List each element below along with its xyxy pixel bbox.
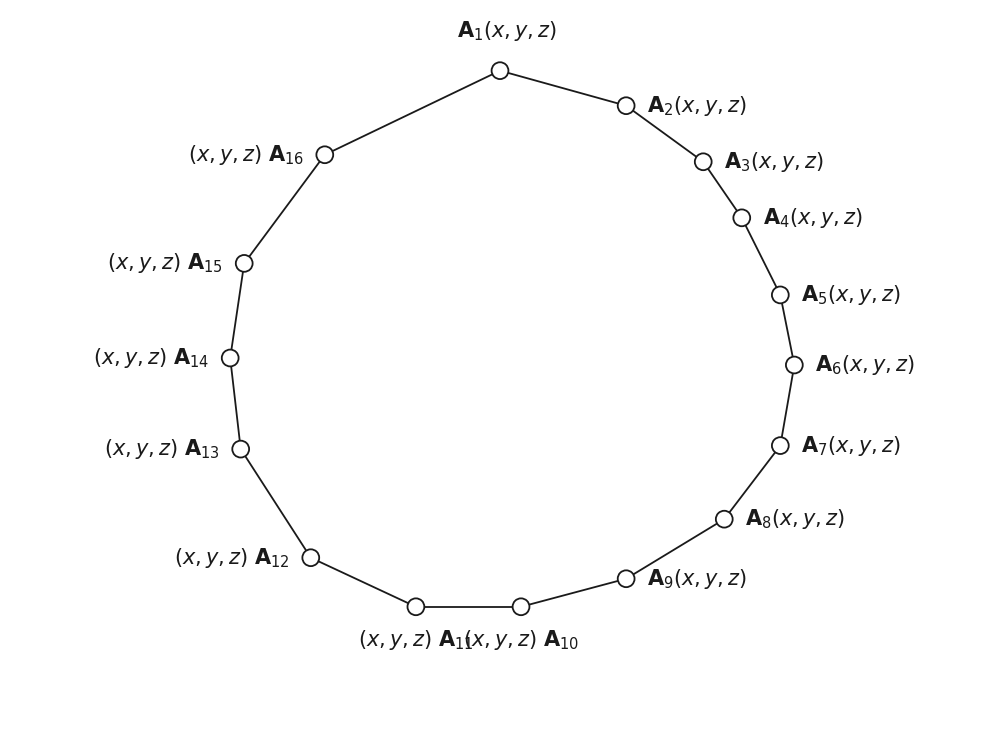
Text: $\mathbf{A}_{9}(\mathit{x,y,z})$: $\mathbf{A}_{9}(\mathit{x,y,z})$ — [647, 566, 747, 591]
Circle shape — [772, 437, 789, 454]
Text: $(\mathit{x,y,z})\ \mathbf{A}_{{15}}$: $(\mathit{x,y,z})\ \mathbf{A}_{{15}}$ — [107, 251, 223, 275]
Circle shape — [407, 599, 424, 615]
Text: $\mathbf{A}_{8}(\mathit{x,y,z})$: $\mathbf{A}_{8}(\mathit{x,y,z})$ — [745, 507, 845, 531]
Text: $\mathbf{A}_{4}(\mathit{x,y,z})$: $\mathbf{A}_{4}(\mathit{x,y,z})$ — [763, 206, 863, 230]
Circle shape — [513, 599, 529, 615]
Circle shape — [716, 511, 733, 528]
Circle shape — [236, 255, 253, 272]
Text: $(\mathit{x,y,z})\ \mathbf{A}_{{12}}$: $(\mathit{x,y,z})\ \mathbf{A}_{{12}}$ — [174, 546, 290, 569]
Circle shape — [618, 97, 635, 114]
Circle shape — [786, 356, 803, 374]
Text: $(\mathit{x,y,z})\ \mathbf{A}_{{10}}$: $(\mathit{x,y,z})\ \mathbf{A}_{{10}}$ — [463, 628, 579, 652]
Circle shape — [316, 146, 333, 164]
Text: $\mathbf{A}_{5}(\mathit{x,y,z})$: $\mathbf{A}_{5}(\mathit{x,y,z})$ — [801, 283, 901, 307]
Text: $\mathbf{A}_{3}(\mathit{x,y,z})$: $\mathbf{A}_{3}(\mathit{x,y,z})$ — [724, 150, 824, 174]
Text: $\mathbf{A}_{2}(\mathit{x,y,z})$: $\mathbf{A}_{2}(\mathit{x,y,z})$ — [647, 93, 747, 118]
Text: $\mathbf{A}_{1}(\mathit{x,y,z})$: $\mathbf{A}_{1}(\mathit{x,y,z})$ — [457, 19, 557, 42]
Text: $\mathbf{A}_{6}(\mathit{x,y,z})$: $\mathbf{A}_{6}(\mathit{x,y,z})$ — [815, 353, 915, 377]
Circle shape — [695, 153, 712, 170]
Circle shape — [302, 549, 319, 566]
Text: $(\mathit{x,y,z})\ \mathbf{A}_{{13}}$: $(\mathit{x,y,z})\ \mathbf{A}_{{13}}$ — [104, 437, 220, 461]
Circle shape — [222, 350, 239, 366]
Circle shape — [492, 62, 508, 79]
Text: $(\mathit{x,y,z})\ \mathbf{A}_{{14}}$: $(\mathit{x,y,z})\ \mathbf{A}_{{14}}$ — [93, 346, 209, 370]
Text: $(\mathit{x,y,z})\ \mathbf{A}_{{11}}$: $(\mathit{x,y,z})\ \mathbf{A}_{{11}}$ — [358, 628, 474, 652]
Text: $(\mathit{x,y,z})\ \mathbf{A}_{{16}}$: $(\mathit{x,y,z})\ \mathbf{A}_{{16}}$ — [188, 143, 304, 166]
Circle shape — [772, 286, 789, 304]
Circle shape — [733, 210, 750, 226]
Circle shape — [232, 441, 249, 458]
Text: $\mathbf{A}_{7}(\mathit{x,y,z})$: $\mathbf{A}_{7}(\mathit{x,y,z})$ — [801, 434, 901, 458]
Circle shape — [618, 570, 635, 587]
